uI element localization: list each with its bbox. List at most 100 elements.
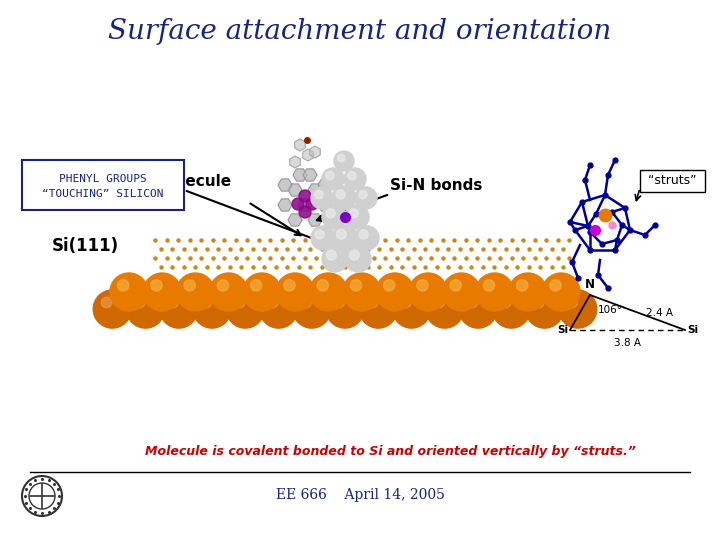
- Polygon shape: [288, 214, 302, 226]
- Circle shape: [492, 290, 530, 328]
- Text: 3.8 A: 3.8 A: [614, 338, 641, 348]
- Circle shape: [567, 297, 577, 308]
- Circle shape: [193, 290, 231, 328]
- Polygon shape: [318, 179, 332, 191]
- Circle shape: [450, 280, 462, 291]
- Circle shape: [184, 280, 195, 291]
- Circle shape: [355, 226, 379, 250]
- Circle shape: [332, 186, 356, 210]
- Polygon shape: [308, 184, 322, 196]
- Circle shape: [367, 297, 378, 308]
- Text: 106°: 106°: [598, 305, 623, 315]
- Circle shape: [102, 297, 112, 308]
- Circle shape: [559, 290, 597, 328]
- Circle shape: [160, 290, 198, 328]
- Text: Si(111): Si(111): [52, 237, 119, 255]
- Circle shape: [326, 290, 364, 328]
- Circle shape: [409, 273, 447, 311]
- Circle shape: [334, 151, 354, 171]
- Circle shape: [417, 280, 428, 291]
- Circle shape: [135, 297, 145, 308]
- Circle shape: [311, 226, 335, 250]
- Text: PHENYL GROUPS: PHENYL GROUPS: [59, 174, 147, 184]
- Circle shape: [322, 246, 348, 272]
- Circle shape: [348, 172, 356, 180]
- Circle shape: [442, 273, 480, 311]
- Polygon shape: [278, 199, 292, 211]
- Circle shape: [509, 273, 547, 311]
- Polygon shape: [303, 149, 313, 161]
- Circle shape: [459, 290, 497, 328]
- Polygon shape: [290, 156, 300, 168]
- Text: Molecule is covalent bonded to Si and oriented vertically by “struts.”: Molecule is covalent bonded to Si and or…: [145, 445, 635, 458]
- Circle shape: [201, 297, 212, 308]
- Circle shape: [359, 230, 368, 239]
- Circle shape: [359, 290, 397, 328]
- Circle shape: [322, 205, 346, 229]
- Circle shape: [349, 250, 359, 260]
- Circle shape: [143, 273, 181, 311]
- Circle shape: [326, 209, 336, 218]
- Circle shape: [268, 297, 278, 308]
- Circle shape: [359, 191, 367, 199]
- Circle shape: [322, 168, 344, 190]
- Circle shape: [476, 273, 513, 311]
- Polygon shape: [308, 214, 322, 226]
- Circle shape: [299, 190, 311, 202]
- Circle shape: [168, 297, 179, 308]
- Polygon shape: [293, 169, 307, 181]
- Text: Si: Si: [687, 325, 698, 335]
- Circle shape: [117, 280, 129, 291]
- Circle shape: [311, 187, 333, 209]
- Circle shape: [355, 187, 377, 209]
- Circle shape: [350, 280, 361, 291]
- Circle shape: [251, 280, 262, 291]
- Circle shape: [276, 273, 314, 311]
- Circle shape: [217, 280, 229, 291]
- Circle shape: [542, 273, 580, 311]
- Circle shape: [526, 290, 564, 328]
- Circle shape: [326, 250, 336, 260]
- Polygon shape: [318, 199, 332, 211]
- Circle shape: [376, 273, 414, 311]
- Circle shape: [483, 280, 495, 291]
- Circle shape: [292, 198, 304, 210]
- Circle shape: [344, 168, 366, 190]
- Circle shape: [467, 297, 477, 308]
- Circle shape: [176, 273, 215, 311]
- Text: Si-N bonds: Si-N bonds: [390, 178, 482, 192]
- Circle shape: [150, 280, 162, 291]
- Bar: [640, 170, 705, 192]
- Circle shape: [343, 273, 381, 311]
- Polygon shape: [288, 184, 302, 196]
- Circle shape: [332, 225, 358, 251]
- Bar: [22, 160, 184, 210]
- Polygon shape: [303, 169, 317, 181]
- Circle shape: [210, 273, 248, 311]
- Circle shape: [284, 280, 295, 291]
- Circle shape: [317, 280, 328, 291]
- Circle shape: [400, 297, 411, 308]
- Circle shape: [259, 290, 297, 328]
- Text: 2.4 A: 2.4 A: [646, 307, 672, 318]
- Text: EE 666    April 14, 2005: EE 666 April 14, 2005: [276, 488, 444, 502]
- Text: N: N: [585, 278, 595, 291]
- Text: Surface attachment and orientation: Surface attachment and orientation: [109, 18, 611, 45]
- Text: “struts”: “struts”: [648, 174, 696, 187]
- Text: “TOUCHING” SILICON: “TOUCHING” SILICON: [42, 189, 163, 199]
- Circle shape: [243, 273, 281, 311]
- Circle shape: [345, 205, 369, 229]
- Circle shape: [534, 297, 544, 308]
- Circle shape: [516, 280, 528, 291]
- Circle shape: [315, 230, 324, 239]
- Polygon shape: [294, 139, 305, 151]
- Circle shape: [293, 290, 330, 328]
- Circle shape: [234, 297, 245, 308]
- Circle shape: [345, 246, 371, 272]
- Circle shape: [306, 198, 318, 210]
- Circle shape: [310, 273, 347, 311]
- Circle shape: [349, 209, 359, 218]
- Circle shape: [94, 290, 131, 328]
- Circle shape: [226, 290, 264, 328]
- Circle shape: [338, 154, 345, 162]
